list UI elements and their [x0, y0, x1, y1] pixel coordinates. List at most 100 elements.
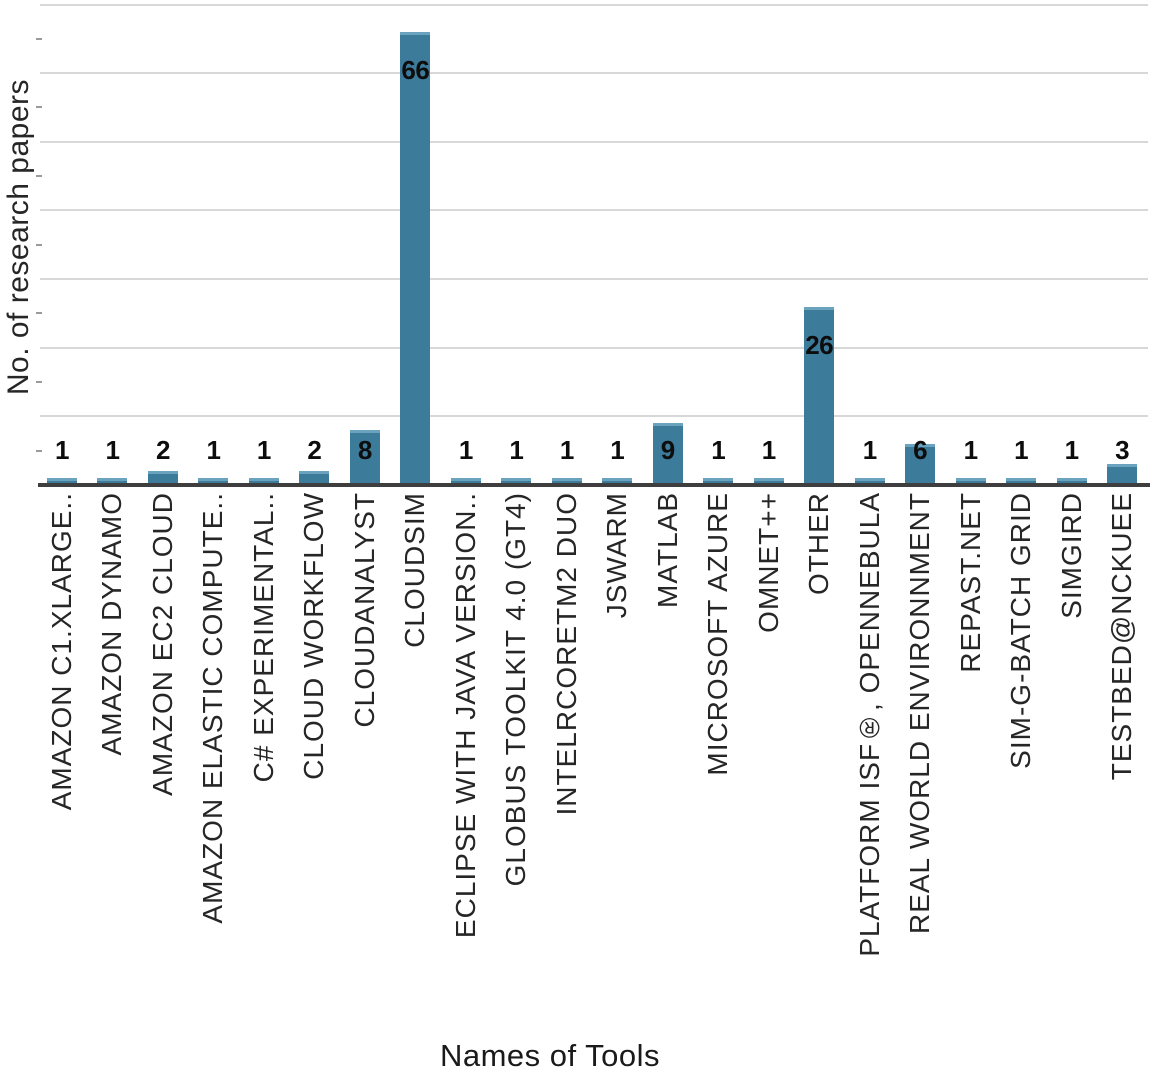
value-label: 1: [256, 435, 271, 465]
value-label: 26: [805, 329, 834, 360]
category-label: ECLIPSE WITH JAVA VERSION..: [441, 492, 491, 1037]
x-axis-title: Names of Tools: [439, 1038, 661, 1073]
category-label: MICROSOFT AZURE: [693, 492, 743, 1037]
y-axis-minor-tick: [36, 243, 42, 246]
category-label: PLATFORM ISF®, OPENNEBULA: [845, 492, 895, 1037]
bar: [147, 471, 178, 485]
value-label: 1: [55, 435, 69, 465]
bar: [602, 478, 633, 485]
category-label-text: TESTBED@NCKUEE: [1106, 492, 1138, 781]
category-label: MATLAB: [643, 492, 693, 1037]
gridline: [40, 346, 1148, 349]
category-label: JSWARM: [592, 492, 642, 1037]
category-label-text: INTELRCORETM2 DUO: [550, 492, 582, 816]
value-label: 1: [1014, 435, 1029, 465]
bar: [1056, 478, 1087, 485]
category-label: OTHER: [794, 492, 844, 1037]
value-label: 1: [1064, 435, 1079, 465]
category-label-text: MATLAB: [651, 492, 683, 608]
category-label: SIMGIRD: [1047, 492, 1097, 1037]
value-label: 1: [206, 435, 221, 465]
value-label: 1: [105, 435, 120, 465]
bar: [198, 478, 229, 485]
category-label-text: REAL WORLD ENVIRONNMENT: [904, 492, 936, 935]
category-label-text: JSWARM: [601, 492, 633, 619]
category-label: REAL WORLD ENVIRONNMENT: [895, 492, 945, 1037]
category-label-text: CLOUDSIM: [399, 492, 431, 648]
category-label-text: AMAZON EC2 CLOUD: [146, 492, 178, 796]
gridline: [40, 72, 1148, 75]
value-label: 2: [307, 435, 322, 465]
bar: [47, 478, 77, 485]
bar: [450, 478, 481, 485]
bar: [905, 443, 936, 485]
value-label: 6: [913, 435, 928, 465]
category-label: CLOUDSIM: [390, 492, 440, 1037]
category-label: CLOUDANALYST: [340, 492, 390, 1037]
bar: [551, 478, 582, 485]
y-axis-minor-tick: [36, 106, 42, 109]
gridline: [40, 140, 1148, 143]
bar: [97, 478, 128, 485]
gridline: [40, 3, 1148, 6]
category-label: AMAZON ELASTIC COMPUTE..: [188, 492, 238, 1037]
y-axis-minor-tick: [36, 312, 42, 315]
category-label-text: PLATFORM ISF®, OPENNEBULA: [853, 492, 885, 957]
category-label: AMAZON C1.XLARGE..: [37, 492, 87, 1037]
category-label: REPAST.NET: [946, 492, 996, 1037]
bar: [652, 423, 683, 485]
bar: [955, 478, 986, 485]
value-label: 1: [509, 435, 524, 465]
bar: [804, 306, 835, 485]
value-label: 1: [761, 435, 776, 465]
category-label: INTELRCORETM2 DUO: [542, 492, 592, 1037]
gridline: [40, 415, 1148, 418]
category-label-text: REPAST.NET: [954, 492, 986, 673]
value-label: 1: [862, 435, 877, 465]
category-label: OMNET++: [744, 492, 794, 1037]
category-label-text: OTHER: [803, 492, 835, 595]
value-label: 8: [357, 435, 372, 465]
y-axis-title-text: No. of research papers: [2, 79, 35, 396]
bar: [753, 478, 784, 485]
value-label: 1: [458, 435, 473, 465]
category-label-text: AMAZON ELASTIC COMPUTE..: [197, 492, 229, 924]
category-label-text: AMAZON DYNAMO: [96, 492, 128, 756]
value-label: 66: [401, 54, 430, 85]
bar: [299, 471, 330, 485]
bar: [1006, 478, 1037, 485]
bar: [248, 478, 279, 485]
bar: [349, 430, 380, 485]
category-label-text: ECLIPSE WITH JAVA VERSION..: [449, 492, 481, 939]
y-axis-title: No. of research papers: [0, 55, 38, 420]
category-label: CLOUD WORKFLOW: [289, 492, 339, 1037]
bar: [703, 478, 734, 485]
category-label-text: GLOBUS TOOLKIT 4.0 (GT4): [500, 492, 532, 887]
value-label: 1: [711, 435, 726, 465]
category-label: GLOBUS TOOLKIT 4.0 (GT4): [491, 492, 541, 1037]
y-axis-minor-tick: [36, 381, 42, 384]
bar: [400, 31, 431, 485]
value-label: 2: [155, 435, 170, 465]
category-label-text: C# EXPERIMENTAL..: [247, 492, 279, 783]
category-label: SIM-G-BATCH GRID: [996, 492, 1046, 1037]
gridline: [40, 278, 1148, 281]
category-label-text: MICROSOFT AZURE: [702, 492, 734, 776]
category-label: TESTBED@NCKUEE: [1097, 492, 1147, 1037]
y-axis-minor-tick: [36, 449, 42, 452]
category-label-text: OMNET++: [752, 492, 784, 633]
value-label: 1: [559, 435, 574, 465]
value-label: 3: [1115, 435, 1130, 465]
category-label-text: CLOUD WORKFLOW: [298, 492, 330, 780]
bar: [1107, 464, 1138, 485]
category-label-text: SIM-G-BATCH GRID: [1005, 492, 1037, 769]
y-axis-minor-tick: [36, 175, 42, 178]
category-label-text: SIMGIRD: [1055, 492, 1087, 619]
y-axis-minor-tick: [36, 37, 42, 40]
value-label: 1: [963, 435, 978, 465]
category-label: AMAZON EC2 CLOUD: [138, 492, 188, 1037]
category-label-text: AMAZON C1.XLARGE..: [46, 492, 77, 811]
bar: [501, 478, 532, 485]
value-label: 9: [660, 435, 675, 465]
